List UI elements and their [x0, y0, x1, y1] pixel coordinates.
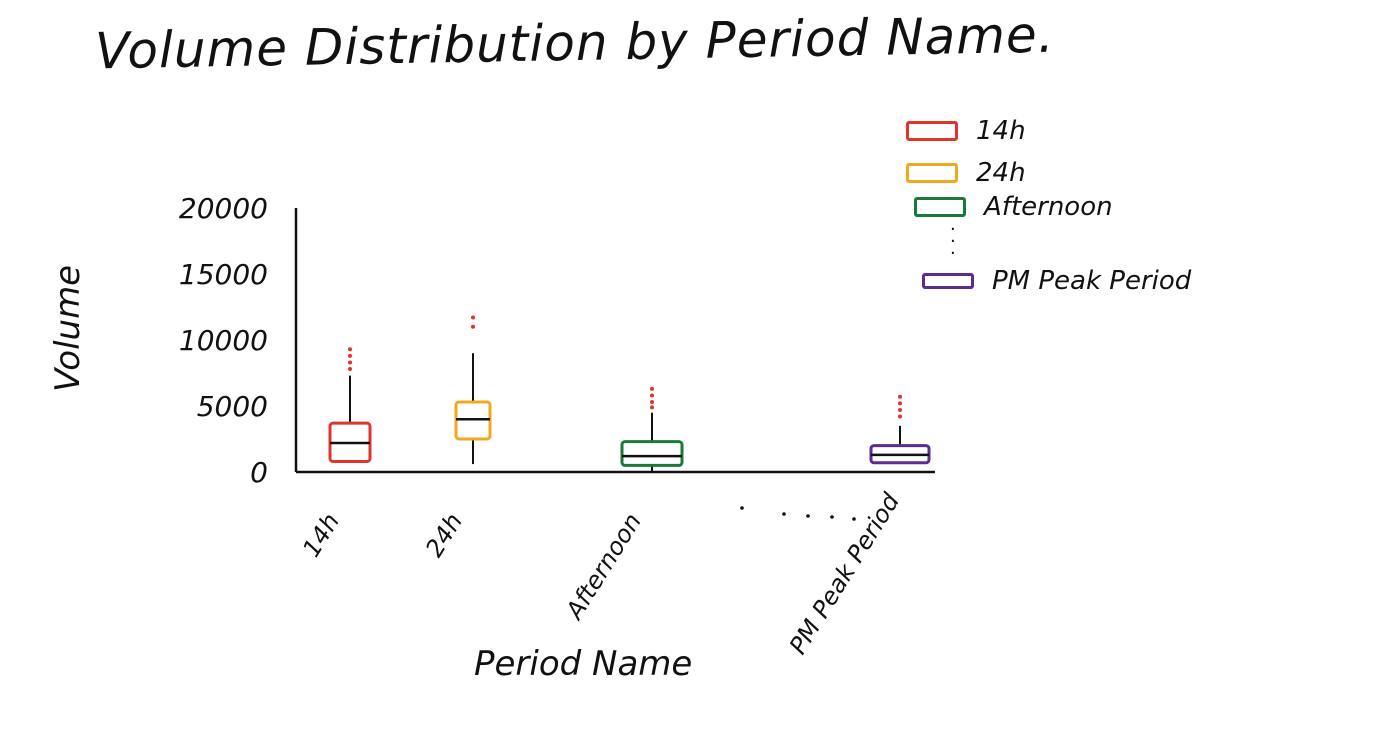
outlier-14h	[348, 353, 352, 358]
y-tick-label: 5000	[197, 390, 268, 423]
outlier-14h	[348, 347, 352, 352]
legend-swatch-pm-peak-period	[922, 273, 974, 289]
outlier-24h	[471, 324, 475, 329]
x-ellipsis-dot	[852, 517, 856, 521]
legend-item-24h: 24h	[906, 158, 1026, 188]
legend-item-14h: 14h	[906, 116, 1026, 146]
legend-label-afternoon: Afternoon	[984, 192, 1113, 222]
outlier-afternoon	[650, 386, 654, 391]
legend-label-24h: 24h	[976, 158, 1026, 188]
x-ellipsis-dot	[740, 506, 744, 510]
x-tick-label-24h: 24h	[420, 508, 468, 562]
x-axis-label: Period Name	[474, 644, 693, 684]
box-afternoon	[620, 440, 684, 467]
y-tick-label: 20000	[179, 192, 268, 225]
legend-label-pm-peak-period: PM Peak Period	[992, 266, 1192, 296]
legend-label-14h: 14h	[976, 116, 1026, 146]
legend-ellipsis: · · ·	[950, 219, 956, 264]
x-ellipsis-dot	[782, 512, 786, 516]
y-tick-label: 0	[250, 456, 268, 489]
legend: 14h 24h Afternoon · · · PM Peak Period	[906, 116, 1246, 306]
legend-swatch-14h	[906, 121, 958, 141]
y-tick-label: 15000	[179, 258, 268, 291]
outlier-14h	[348, 360, 352, 365]
outlier-pm-peak-period	[898, 414, 902, 419]
outlier-24h	[471, 315, 475, 320]
y-tick-label: 10000	[179, 324, 268, 357]
outlier-pm-peak-period	[898, 401, 902, 406]
legend-item-afternoon: Afternoon	[914, 192, 1113, 222]
outlier-afternoon	[650, 393, 654, 398]
legend-swatch-24h	[906, 163, 958, 183]
legend-item-pm-peak-period: PM Peak Period	[922, 266, 1191, 296]
x-tick-label-afternoon: Afternoon	[559, 508, 647, 625]
outlier-afternoon	[650, 405, 654, 410]
outlier-14h	[348, 367, 352, 372]
legend-swatch-afternoon	[914, 197, 966, 217]
outlier-pm-peak-period	[898, 407, 902, 412]
outlier-afternoon	[650, 400, 654, 405]
x-ellipsis-dot	[830, 515, 834, 519]
x-ellipsis-dot	[806, 514, 810, 518]
x-tick-label-14h: 14h	[297, 508, 345, 562]
box-24h	[454, 400, 492, 441]
x-tick-label-pm-peak-period: PM Peak Period	[784, 488, 906, 660]
outlier-pm-peak-period	[898, 394, 902, 399]
